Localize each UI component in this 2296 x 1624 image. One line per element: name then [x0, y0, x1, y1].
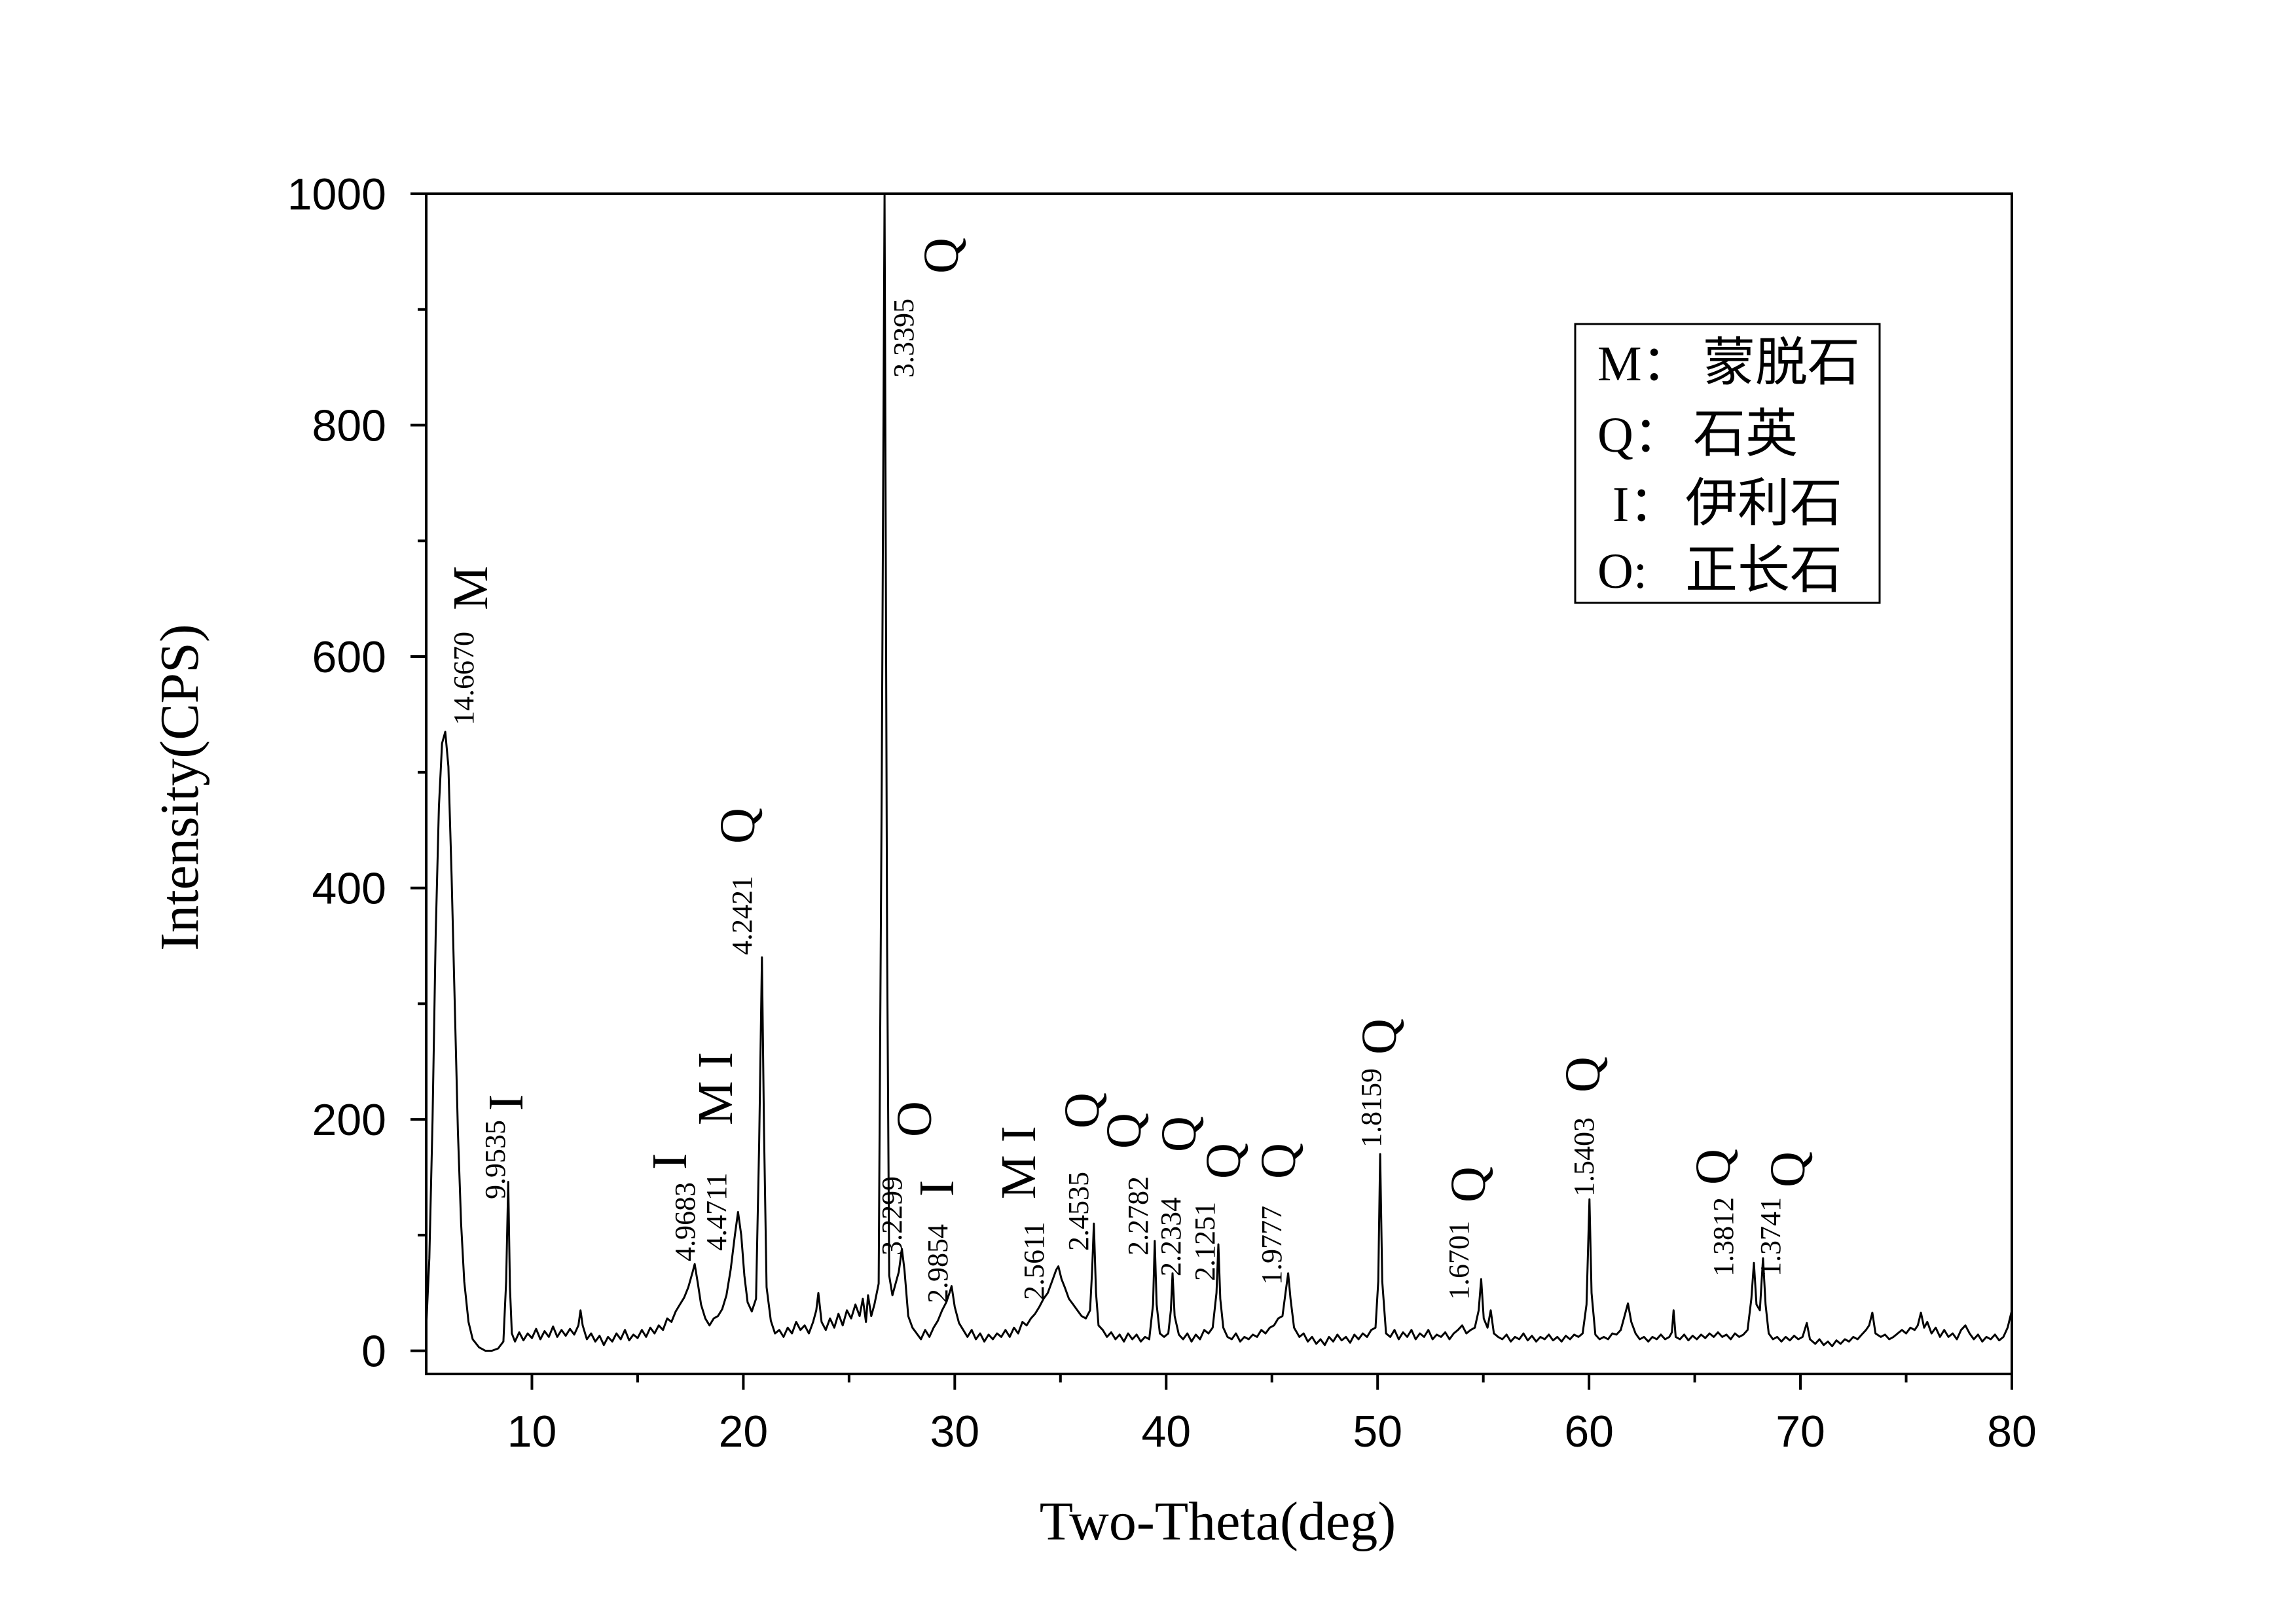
- peak-annotation: 2.1251 Q: [1189, 1143, 1251, 1281]
- peak-annotation: 3.3395 Q: [888, 238, 969, 378]
- x-axis-title: Two-Theta(deg): [1040, 1491, 1396, 1552]
- legend: M： 蒙脱石 Q： 石英 I： 伊利石 O: 正长石: [1574, 323, 1881, 604]
- peak-annotation: 9.9535 I: [479, 1094, 534, 1199]
- peak-phase-label: Q: [1760, 1151, 1815, 1187]
- peak-annotation: 2.9854 I: [909, 1180, 964, 1303]
- series-line: [426, 194, 2012, 1352]
- peak-annotation: 4.9683 I: [642, 1153, 701, 1261]
- peak-annotation: 3.2299 O: [876, 1101, 942, 1255]
- peak-annotation: 4.4711 M I: [688, 1052, 743, 1251]
- peak-phase-label: Q: [1152, 1116, 1207, 1152]
- peak-d-spacing-label: 4.4711: [701, 1173, 733, 1251]
- peak-phase-label: O: [887, 1101, 942, 1137]
- y-tick-label: 800: [312, 401, 386, 451]
- peak-phase-label: Q: [914, 238, 969, 274]
- peak-annotation: 1.5403 Q: [1556, 1056, 1611, 1197]
- peak-annotation: 2.2782 Q: [1097, 1113, 1154, 1255]
- peak-phase-label: Q: [1097, 1113, 1152, 1149]
- peak-d-spacing-label: 1.3741: [1755, 1197, 1787, 1276]
- peak-annotation: 4.2421 Q: [710, 808, 765, 955]
- y-tick-label: 600: [312, 632, 386, 682]
- peak-annotation: 1.9777 Q: [1251, 1143, 1306, 1285]
- legend-symbol: M：: [1597, 336, 1692, 391]
- peak-d-spacing-label: 2.4535: [1063, 1172, 1095, 1251]
- legend-symbol: I：: [1613, 477, 1679, 532]
- peak-phase-label: Q: [710, 808, 765, 844]
- peak-annotation: 1.3812 Q: [1686, 1149, 1741, 1276]
- peak-annotation: 1.6701 Q: [1441, 1166, 1496, 1300]
- legend-symbol: O:: [1597, 544, 1647, 599]
- y-tick-label: 1000: [287, 170, 386, 219]
- x-tick-label: 50: [1353, 1407, 1402, 1456]
- peak-d-spacing-label: 2.2782: [1122, 1176, 1154, 1255]
- peak-d-spacing-label: 2.5611: [1018, 1222, 1050, 1300]
- legend-box: [1574, 323, 1881, 604]
- legend-entry-orthoclase: O: 正长石: [1597, 542, 1842, 600]
- peak-phase-label: I: [642, 1153, 697, 1170]
- legend-label: 蒙脱石: [1703, 334, 1860, 392]
- peak-annotation: 14.6670 M: [443, 566, 498, 725]
- peak-phase-label: Q: [1686, 1149, 1741, 1185]
- peak-d-spacing-label: 1.6701: [1443, 1221, 1475, 1300]
- plot-marks: [426, 194, 2012, 1352]
- peak-d-spacing-label: 1.8159: [1355, 1068, 1387, 1147]
- legend-entry-illite: I： 伊利石: [1613, 475, 1842, 533]
- legend-symbol: Q：: [1597, 408, 1683, 463]
- x-tick-label: 40: [1141, 1407, 1191, 1456]
- peak-phase-label: Q: [1556, 1056, 1611, 1092]
- peak-annotation: 2.2334 Q: [1152, 1116, 1207, 1276]
- legend-entry-quartz: Q： 石英: [1597, 406, 1798, 463]
- peak-d-spacing-label: 1.5403: [1568, 1117, 1600, 1197]
- x-tick-label: 10: [507, 1407, 557, 1456]
- peak-phase-label: Q: [1196, 1143, 1251, 1179]
- peak-phase-label: Q: [1055, 1092, 1110, 1128]
- y-tick-label: 400: [312, 864, 386, 914]
- x-tick-label: 30: [930, 1407, 980, 1456]
- peak-d-spacing-label: 3.3395: [888, 298, 920, 378]
- peak-phase-label: M: [443, 566, 498, 610]
- peak-phase-label: M I: [688, 1052, 743, 1125]
- legend-label: 正长石: [1685, 542, 1842, 600]
- peak-annotation: 2.4535 Q: [1055, 1092, 1110, 1251]
- peak-d-spacing-label: 3.2299: [876, 1176, 908, 1255]
- peak-d-spacing-label: 9.9535: [479, 1120, 511, 1199]
- x-tick-label: 70: [1776, 1407, 1825, 1456]
- peak-d-spacing-label: 1.9777: [1256, 1206, 1288, 1285]
- peak-phase-label: Q: [1251, 1143, 1306, 1179]
- legend-label: 石英: [1693, 406, 1798, 463]
- peak-d-spacing-label: 2.1251: [1189, 1202, 1221, 1281]
- y-tick-label: 200: [312, 1095, 386, 1145]
- peak-d-spacing-label: 1.3812: [1707, 1197, 1740, 1276]
- peak-phase-label: M I: [991, 1126, 1046, 1199]
- peak-annotation: 1.3741 Q: [1755, 1151, 1815, 1276]
- x-tick-label: 60: [1564, 1407, 1614, 1456]
- y-axis-title: Intensity(CPS): [149, 624, 210, 950]
- legend-entry-montmorillonite: M： 蒙脱石: [1597, 334, 1860, 392]
- x-tick-label: 20: [719, 1407, 769, 1456]
- peak-d-spacing-label: 2.9854: [922, 1224, 954, 1303]
- peak-phase-label: Q: [1441, 1166, 1496, 1202]
- peak-d-spacing-label: 14.6670: [448, 632, 480, 725]
- peak-phase-label: I: [909, 1180, 964, 1197]
- legend-label: 伊利石: [1685, 475, 1842, 533]
- peak-annotation: 2.5611 M I: [991, 1126, 1050, 1300]
- peak-d-spacing-label: 4.2421: [726, 876, 758, 955]
- peak-d-spacing-label: 2.2334: [1155, 1197, 1187, 1276]
- peak-phase-label: Q: [1352, 1019, 1407, 1055]
- peak-annotation: 1.8159 Q: [1352, 1019, 1407, 1147]
- peak-d-spacing-label: 4.9683: [669, 1182, 701, 1261]
- x-tick-label: 80: [1987, 1407, 2037, 1456]
- peak-phase-label: I: [479, 1094, 534, 1111]
- plot-frame: [425, 192, 2013, 1375]
- y-tick-label: 0: [361, 1327, 386, 1377]
